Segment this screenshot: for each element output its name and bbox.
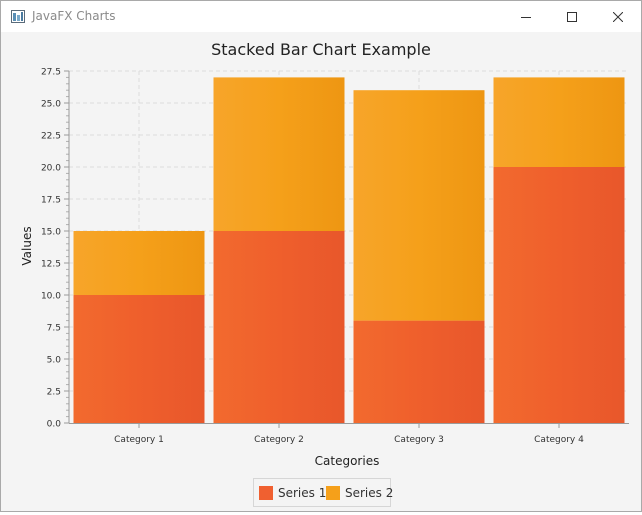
app-icon: [11, 10, 25, 23]
legend-swatch-series-2: [326, 486, 340, 500]
minimize-button[interactable]: [503, 1, 549, 32]
chart-title: Stacked Bar Chart Example: [211, 40, 431, 59]
y-tick-label: 5.0: [47, 356, 62, 366]
bar-series-1-category-3: [353, 320, 485, 423]
bar-series-1-category-4: [493, 167, 625, 423]
y-tick-label: 22.5: [41, 132, 61, 142]
y-tick-label: 0.0: [47, 420, 62, 430]
y-tick-label: 10.0: [41, 292, 61, 302]
legend-swatch-series-1: [259, 486, 273, 500]
bar-series-2-category-3: [353, 90, 485, 321]
y-tick-label: 7.5: [47, 324, 61, 334]
y-tick-label: 12.5: [41, 260, 61, 270]
bar-series-1-category-1: [73, 295, 205, 423]
x-tick-label: Category 3: [394, 435, 444, 445]
minimize-icon: [521, 16, 531, 18]
close-icon: [613, 11, 623, 22]
legend-label-series-2: Series 2: [345, 486, 394, 500]
y-tick-label: 25.0: [41, 100, 61, 110]
x-tick-label: Category 4: [534, 435, 584, 445]
bar-series-2-category-1: [73, 231, 205, 295]
y-axis-label: Values: [20, 226, 34, 265]
y-tick-label: 27.5: [41, 68, 61, 78]
bar-series-2-category-2: [213, 77, 345, 232]
bar-series-2-category-4: [493, 77, 625, 167]
x-tick-label: Category 1: [114, 435, 164, 445]
maximize-button[interactable]: [549, 1, 595, 32]
legend-item-series-1: Series 1: [259, 486, 326, 500]
bar-series-1-category-2: [213, 231, 345, 423]
maximize-icon: [567, 11, 577, 22]
legend: Series 1 Series 2: [253, 478, 393, 507]
x-tick-label: Category 2: [254, 435, 304, 445]
axes: 0.0 2.5 5.0 7.5 10.0 12.5 15.0 17.5 20.0 22.5 25.0…: [41, 68, 629, 445]
close-button[interactable]: [595, 1, 641, 32]
window-title: JavaFX Charts: [32, 9, 116, 23]
y-tick-label: 20.0: [41, 164, 61, 174]
y-tick-label: 15.0: [41, 228, 61, 238]
legend-item-series-2: Series 2: [326, 486, 393, 500]
stacked-bar-chart: Stacked Bar Chart Example 0.0 2.5 5.0 7.5 10…: [20, 40, 629, 468]
x-axis-label: Categories: [315, 454, 380, 468]
legend-label-series-1: Series 1: [278, 486, 327, 500]
title-bar[interactable]: JavaFX Charts: [1, 1, 641, 32]
y-tick-label: 17.5: [41, 196, 61, 206]
chart-area: Stacked Bar Chart Example 0.0 2.5 5.0 7.5 10…: [1, 32, 641, 511]
y-tick-label: 2.5: [47, 388, 61, 398]
bars: [73, 77, 625, 423]
